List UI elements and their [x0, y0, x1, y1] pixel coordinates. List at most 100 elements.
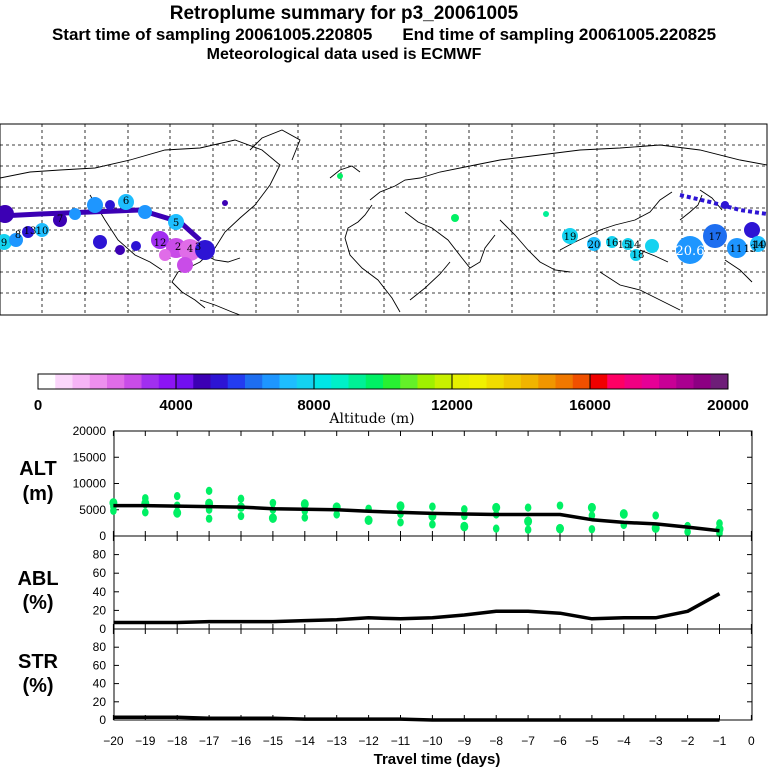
colorbar-tick-label: 8000	[297, 397, 330, 414]
plume-particle	[9, 233, 23, 247]
colorbar-swatch	[676, 374, 694, 389]
alt-scatter-point	[588, 511, 596, 520]
day-label: 5	[173, 218, 179, 229]
colorbar-swatch	[521, 374, 539, 389]
day-label: 13	[744, 244, 757, 255]
retroplume-trajectory	[0, 173, 768, 273]
colorbar-swatch	[210, 374, 229, 389]
colorbar-swatch	[572, 374, 591, 389]
day-label: 16	[606, 238, 619, 249]
plume-particle	[543, 211, 549, 217]
day-label: 7	[57, 214, 63, 225]
alt-scatter-point	[588, 525, 596, 534]
day-label: 3	[195, 242, 201, 253]
trajectory-line	[679, 193, 768, 216]
plot-title: Retroplume summary for p3_20061005	[169, 3, 519, 24]
plume-particle	[131, 241, 141, 251]
colorbar-swatch	[693, 374, 712, 389]
y-tick-label: 80	[93, 548, 107, 562]
day-label: 12	[154, 238, 167, 249]
day-label: 13	[24, 226, 37, 237]
alt-scatter-point	[556, 523, 564, 534]
colorbar-swatch	[624, 374, 643, 389]
colorbar-swatch	[176, 374, 194, 389]
end-time-label: End time of sampling 20061005.220825	[402, 25, 717, 44]
day-label: 10	[754, 240, 767, 251]
met-data-label: Meteorological data used is ECMWF	[206, 46, 482, 63]
plume-particle	[727, 238, 747, 258]
colorbar-swatch	[227, 374, 246, 389]
plume-particle	[115, 245, 125, 255]
alt-scatter-point	[524, 525, 532, 534]
y-tick-label: 0	[99, 713, 106, 727]
plume-particle	[645, 239, 659, 253]
alt-scatter-point	[429, 502, 436, 511]
colorbar-swatch	[262, 374, 280, 389]
day-label: 14	[752, 240, 765, 251]
y-tick-label: 10000	[73, 477, 107, 491]
plume-particle	[118, 194, 134, 210]
colorbar-swatch	[607, 374, 625, 389]
x-tick-label: −18	[167, 734, 188, 748]
day-label: 17	[709, 232, 722, 243]
series-line	[113, 592, 721, 625]
alt-scatter-point	[429, 520, 436, 529]
alt-label: ALT	[19, 458, 56, 480]
x-tick-label: −16	[231, 734, 252, 748]
colorbar-tick-label: 12000	[431, 397, 473, 414]
colorbar-swatch	[383, 374, 401, 389]
plume-particle	[53, 213, 67, 227]
alt-scatter-point	[619, 509, 628, 519]
plume-particle	[168, 214, 184, 230]
colorbar-swatch	[538, 374, 556, 389]
colorbar-swatch	[193, 374, 211, 389]
y-tick-label: 0	[99, 622, 106, 636]
x-tick-label: −13	[327, 734, 348, 748]
time-series-panels: 0 5000 10000 15000 20000 0 20 40 60 80 0 20 40 60 80 −2…	[73, 424, 755, 748]
plume-particle	[69, 208, 81, 220]
y-tick-label: 40	[93, 585, 107, 599]
panel-frame	[113, 535, 753, 630]
start-time-label: Start time of sampling 20061005.220805	[51, 25, 373, 44]
x-tick-label: −4	[617, 734, 631, 748]
plume-particle	[562, 228, 578, 244]
y-tick-label: 60	[93, 658, 107, 672]
colorbar-tick-label: 0	[34, 397, 42, 414]
colorbar-swatch	[107, 374, 125, 389]
colorbar-swatch	[417, 374, 436, 389]
x-tick-label: −8	[489, 734, 503, 748]
alt-scatter-point	[716, 519, 723, 528]
x-tick-label: −9	[457, 734, 471, 748]
alt-scatter-point	[652, 511, 659, 520]
panel-frame	[113, 628, 753, 721]
y-tick-label: 20000	[73, 424, 107, 438]
abl-label: ABL	[17, 568, 58, 590]
alt-scatter-point	[237, 494, 245, 503]
day-label: 20.6	[676, 244, 705, 259]
plume-particle	[0, 205, 14, 223]
alt-scatter-point	[461, 505, 468, 514]
x-tick-label: −15	[263, 734, 284, 748]
altitude-colorbar: 0 4000 8000 12000 16000 20000	[34, 373, 749, 414]
alt-scatter-point	[492, 524, 500, 533]
colorbar-tick-label: 16000	[569, 397, 611, 414]
day-label: 14	[628, 240, 641, 251]
series-line	[113, 715, 720, 722]
colorbar-swatch	[55, 374, 73, 389]
colorbar-swatch	[486, 374, 505, 389]
colorbar-swatch	[400, 374, 418, 389]
y-tick-label: 40	[93, 677, 107, 691]
x-tick-label: −11	[391, 734, 411, 748]
plume-particle	[138, 205, 152, 219]
plume-particle	[105, 200, 115, 210]
colorbar-swatch	[279, 374, 298, 389]
y-tick-label: 5000	[79, 503, 106, 517]
colorbar-swatch	[348, 374, 367, 389]
x-tick-label: 0	[748, 734, 755, 748]
alt-scatter-point	[684, 527, 691, 536]
day-label: 10	[36, 226, 49, 237]
alt-scatter-point	[205, 486, 213, 495]
plume-particle	[337, 173, 343, 179]
x-tick-label: −12	[358, 734, 379, 748]
y-tick-label: 80	[93, 640, 107, 654]
